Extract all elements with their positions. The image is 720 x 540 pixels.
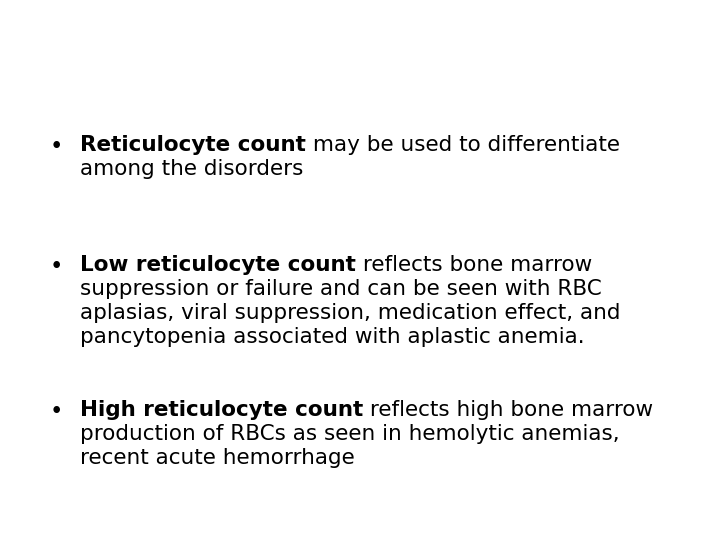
- Text: Low reticulocyte count: Low reticulocyte count: [80, 255, 356, 275]
- Text: High reticulocyte count: High reticulocyte count: [80, 400, 364, 420]
- Text: •: •: [50, 400, 63, 423]
- Text: •: •: [50, 255, 63, 278]
- Text: pancytopenia associated with aplastic anemia.: pancytopenia associated with aplastic an…: [80, 327, 585, 347]
- Text: among the disorders: among the disorders: [80, 159, 303, 179]
- Text: may be used to differentiate: may be used to differentiate: [306, 135, 620, 155]
- Text: reflects bone marrow: reflects bone marrow: [356, 255, 592, 275]
- Text: •: •: [50, 135, 63, 158]
- Text: Reticulocyte count: Reticulocyte count: [80, 135, 306, 155]
- Text: production of RBCs as seen in hemolytic anemias,: production of RBCs as seen in hemolytic …: [80, 424, 620, 444]
- Text: recent acute hemorrhage: recent acute hemorrhage: [80, 448, 355, 468]
- Text: suppression or failure and can be seen with RBC: suppression or failure and can be seen w…: [80, 279, 602, 299]
- Text: aplasias, viral suppression, medication effect, and: aplasias, viral suppression, medication …: [80, 303, 621, 323]
- Text: reflects high bone marrow: reflects high bone marrow: [364, 400, 653, 420]
